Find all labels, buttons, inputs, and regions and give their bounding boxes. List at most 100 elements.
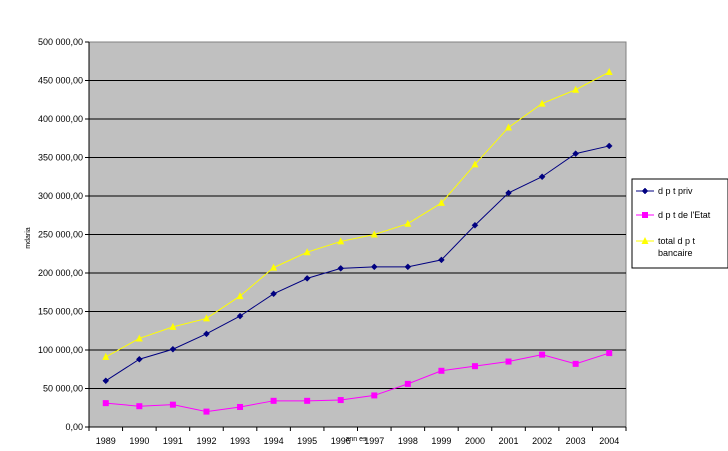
data-point — [102, 400, 109, 407]
data-point — [404, 380, 411, 387]
data-point — [270, 263, 278, 271]
series-group — [102, 68, 613, 415]
data-point — [169, 345, 177, 353]
data-point — [572, 150, 580, 158]
data-point — [102, 377, 110, 385]
legend-item: d p t priv — [636, 186, 693, 196]
x-axis: 1989 1990 1991 1992 1993 1994 1995 1996 1997 1998… — [88, 426, 627, 446]
data-point — [538, 99, 546, 107]
data-point — [303, 275, 311, 282]
data-point — [203, 330, 210, 338]
y-tick-label: 300 000,00 — [38, 191, 83, 201]
data-point — [505, 358, 512, 365]
data-point — [102, 352, 110, 360]
x-tick-label: 1993 — [230, 436, 250, 446]
x-tick-label: 1996 — [331, 436, 351, 446]
data-point — [370, 230, 378, 238]
y-axis-label: mdaria — [25, 227, 32, 249]
legend-label: d p t de l'Etat — [658, 210, 711, 220]
x-tick-label: 1990 — [129, 436, 149, 446]
data-point — [337, 265, 345, 272]
data-point — [505, 189, 512, 197]
data-point — [404, 263, 412, 271]
data-point — [136, 403, 143, 410]
y-tick-label: 350 000,00 — [38, 153, 83, 163]
x-tick-label: 2001 — [499, 436, 519, 446]
x-tick-label: 1999 — [431, 436, 451, 446]
y-tick-label: 400 000,00 — [38, 114, 83, 124]
y-tick-label: 50 000,00 — [43, 384, 83, 394]
data-point — [471, 160, 479, 168]
data-point — [370, 263, 378, 271]
legend-label: total d p t — [658, 236, 696, 246]
data-point — [437, 198, 445, 206]
data-point — [270, 397, 277, 404]
y-tick-label: 450 000,00 — [38, 76, 83, 86]
data-point — [642, 212, 648, 218]
x-tick-label: 1991 — [163, 436, 183, 446]
legend-item: total d p t bancaire — [636, 236, 696, 258]
data-point — [304, 397, 311, 404]
data-point — [539, 351, 546, 358]
data-point — [169, 401, 176, 408]
x-tick-label: 2003 — [566, 436, 586, 446]
data-point — [471, 363, 478, 370]
series-3 — [102, 68, 613, 360]
data-point — [237, 403, 244, 410]
data-point — [371, 392, 378, 399]
data-point — [236, 292, 244, 300]
x-tick-label: 1995 — [297, 436, 317, 446]
data-point — [303, 248, 311, 256]
x-tick-label: 2002 — [532, 436, 552, 446]
x-tick-label: 1994 — [264, 436, 284, 446]
x-tick-label: 1997 — [364, 436, 384, 446]
data-point — [337, 397, 344, 404]
x-tick-label: 2000 — [465, 436, 485, 446]
data-point — [236, 312, 244, 320]
data-point — [538, 173, 546, 181]
series-2 — [102, 350, 613, 415]
data-point — [572, 360, 579, 367]
data-point — [202, 314, 210, 322]
y-axis: 0,00 50 000,00 100 000,00 150 000,00 200 000… — [38, 37, 90, 432]
y-tick-label: 200 000,00 — [38, 268, 83, 278]
data-point — [641, 237, 649, 244]
legend-label: bancaire — [658, 248, 693, 258]
x-axis-label: ann es — [345, 436, 367, 443]
x-tick-label: 1992 — [196, 436, 216, 446]
data-point — [605, 68, 613, 76]
x-tick-label: 1989 — [96, 436, 116, 446]
data-point — [572, 85, 580, 93]
series-line — [105, 352, 610, 413]
legend-label: d p t priv — [658, 186, 693, 196]
data-point — [438, 256, 445, 264]
data-point — [471, 221, 479, 229]
legend-box — [631, 178, 728, 269]
y-tick-label: 250 000,00 — [38, 230, 83, 240]
y-tick-label: 0,00 — [65, 422, 83, 432]
x-tick-label: 1998 — [398, 436, 418, 446]
y-tick-label: 500 000,00 — [38, 37, 83, 47]
gridlines — [89, 80, 626, 389]
x-tick-label: 2004 — [599, 436, 619, 446]
data-point — [135, 334, 143, 342]
legend: d p t priv d p t de l'Etat total d p t banc… — [631, 178, 728, 269]
data-point — [505, 123, 513, 131]
data-point — [404, 219, 412, 227]
data-point — [438, 367, 445, 374]
legend-item: d p t de l'Etat — [636, 210, 711, 220]
series-line — [105, 71, 610, 358]
y-tick-label: 150 000,00 — [38, 307, 83, 317]
data-point — [135, 355, 143, 363]
data-point — [270, 290, 277, 298]
data-point — [605, 142, 613, 150]
series-1 — [102, 142, 613, 385]
data-point — [337, 237, 345, 245]
series-line — [105, 145, 610, 382]
data-point — [203, 408, 210, 415]
data-point — [169, 322, 177, 330]
data-point — [606, 350, 613, 357]
data-point — [641, 187, 649, 195]
y-tick-label: 100 000,00 — [38, 345, 83, 355]
